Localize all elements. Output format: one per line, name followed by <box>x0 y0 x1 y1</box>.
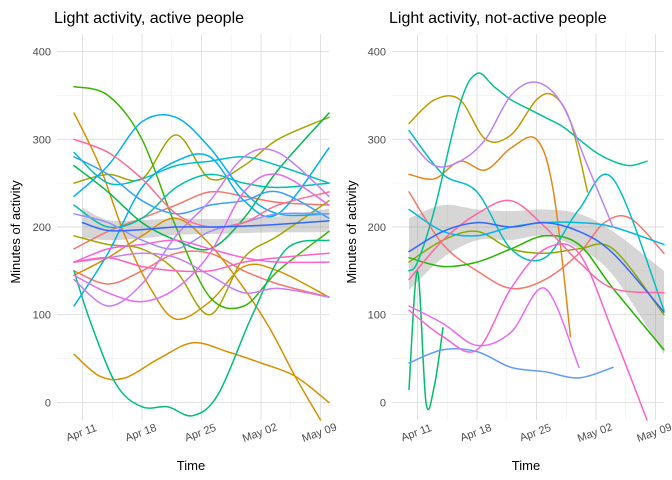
series-line <box>408 81 614 228</box>
series-line <box>73 148 330 307</box>
series-line <box>73 113 330 217</box>
series-line <box>408 287 580 369</box>
y-tick-label: 100 <box>33 310 51 322</box>
y-axis-label: Minutes of activity <box>8 180 23 284</box>
x-axis-label: Time <box>177 458 205 473</box>
series-line <box>408 242 648 421</box>
series-line <box>73 85 330 310</box>
y-tick-labels: 0 100 200 300 400 <box>368 47 386 410</box>
series-line <box>73 239 330 417</box>
x-tick-label: Apr 18 <box>124 422 159 444</box>
x-tick-labels: Apr 11 Apr 18 Apr 25 May 02 May 09 <box>65 421 339 445</box>
panel-not-active-people: Light activity, not-active people 0 100 20… <box>344 10 672 473</box>
x-tick-label: May 09 <box>635 421 672 445</box>
y-tick-label: 100 <box>368 310 386 322</box>
series-line <box>73 212 330 250</box>
x-tick-label: Apr 25 <box>183 422 218 444</box>
series-line <box>73 217 322 421</box>
series-line <box>73 138 330 229</box>
x-tick-label: May 09 <box>300 421 338 445</box>
smooth-trend-line <box>81 220 330 232</box>
y-tick-label: 300 <box>33 134 51 146</box>
series-line <box>73 112 330 251</box>
y-tick-labels: 0 100 200 300 400 <box>33 47 51 410</box>
series-line <box>408 199 665 294</box>
series-line <box>408 230 665 316</box>
x-tick-labels: Apr 11 Apr 18 Apr 25 May 02 May 09 <box>400 421 672 445</box>
x-tick-label: Apr 18 <box>459 422 494 444</box>
x-tick-label: Apr 11 <box>65 422 99 444</box>
series-line <box>408 191 665 290</box>
smooth-layer <box>408 221 665 313</box>
series-line <box>73 173 330 229</box>
confidence-ribbon-layer <box>82 207 329 241</box>
smooth-layer <box>81 220 330 232</box>
grid <box>392 34 664 420</box>
x-tick-label: Apr 25 <box>518 422 553 444</box>
y-tick-label: 400 <box>33 47 51 59</box>
x-tick-label: May 02 <box>241 421 279 445</box>
panel-title: Light activity, active people <box>54 10 244 27</box>
y-tick-label: 200 <box>33 222 51 234</box>
series-line <box>408 72 648 272</box>
x-tick-label: Apr 11 <box>400 422 434 444</box>
y-tick-label: 400 <box>368 47 386 59</box>
series-layer <box>73 85 330 421</box>
grid <box>57 34 329 420</box>
confidence-ribbon <box>82 207 329 241</box>
series-line <box>408 92 589 193</box>
series-layer <box>408 72 665 421</box>
y-tick-label: 200 <box>368 222 386 234</box>
y-tick-label: 300 <box>368 134 386 146</box>
series-line <box>73 252 330 273</box>
smooth-trend-line <box>408 221 665 313</box>
x-tick-label: May 02 <box>576 421 614 445</box>
series-line <box>73 250 330 298</box>
series-line <box>408 129 665 312</box>
series-line <box>408 347 614 379</box>
series-line <box>73 151 330 186</box>
panel-active-people: Light activity, active people 0 100 200 300… <box>8 10 338 473</box>
series-line <box>73 341 330 404</box>
series-line <box>408 136 572 338</box>
y-tick-label: 0 <box>45 397 51 409</box>
x-axis-label: Time <box>512 458 540 473</box>
y-tick-label: 0 <box>380 397 386 409</box>
series-line <box>408 270 444 411</box>
series-line <box>73 239 330 264</box>
y-axis-label: Minutes of activity <box>344 180 359 284</box>
series-line <box>73 156 330 219</box>
panel-title: Light activity, not-active people <box>389 10 607 27</box>
series-line <box>73 112 330 321</box>
